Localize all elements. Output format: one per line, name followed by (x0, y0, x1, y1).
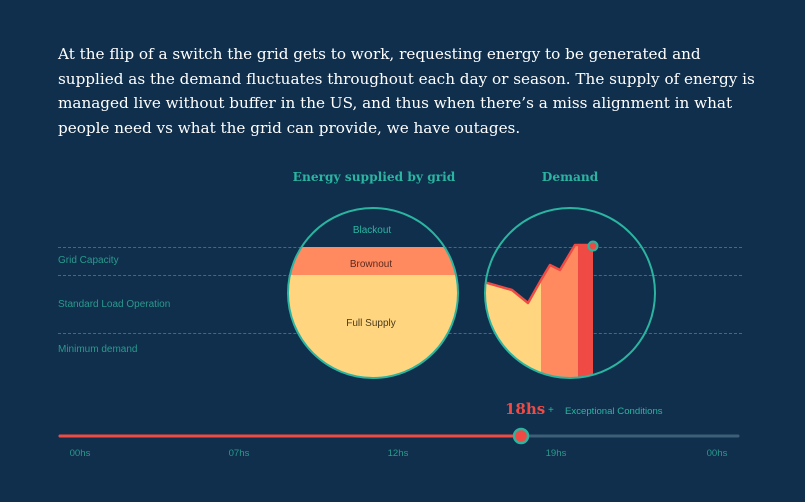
timeline-tick-label: 07hs (228, 448, 250, 459)
intro-paragraph: At the flip of a switch the grid gets to… (58, 45, 755, 137)
timeline-slider[interactable] (58, 427, 740, 445)
minimum-demand-label: Minimum demand (58, 344, 138, 355)
brownout-label: Brownout (350, 259, 392, 270)
timeline-tick-label: 19hs (545, 448, 567, 459)
supply-chart-title: Energy supplied by grid (292, 170, 456, 184)
standard-load-label: Standard Load Operation (58, 299, 171, 310)
demand-line (485, 243, 593, 305)
timeline-tick-label: 00hs (69, 448, 91, 459)
timeline-tick-label: 12hs (387, 448, 409, 459)
plus-separator: + (548, 405, 554, 416)
timeline-tick-label: 00hs (706, 448, 728, 459)
condition-label: Exceptional Conditions (565, 406, 663, 417)
supply-circle-outline (287, 207, 459, 379)
blackout-label: Blackout (353, 225, 392, 236)
demand-circle-outline (484, 207, 656, 379)
demand-circle-chart (484, 207, 656, 379)
current-time: 18hs (505, 400, 546, 418)
demand-exceptional-area (578, 245, 593, 378)
brownout-zone (288, 247, 458, 275)
demand-brownout-area (541, 245, 578, 378)
demand-current-point (587, 240, 599, 252)
supply-circle-chart: Blackout Brownout Full Supply (287, 207, 459, 379)
full-supply-label: Full Supply (346, 318, 395, 329)
grid-capacity-label: Grid Capacity (58, 255, 119, 266)
demand-chart-title: Demand (541, 170, 599, 184)
full-supply-zone (288, 275, 458, 378)
timeline-knob[interactable] (512, 427, 530, 445)
